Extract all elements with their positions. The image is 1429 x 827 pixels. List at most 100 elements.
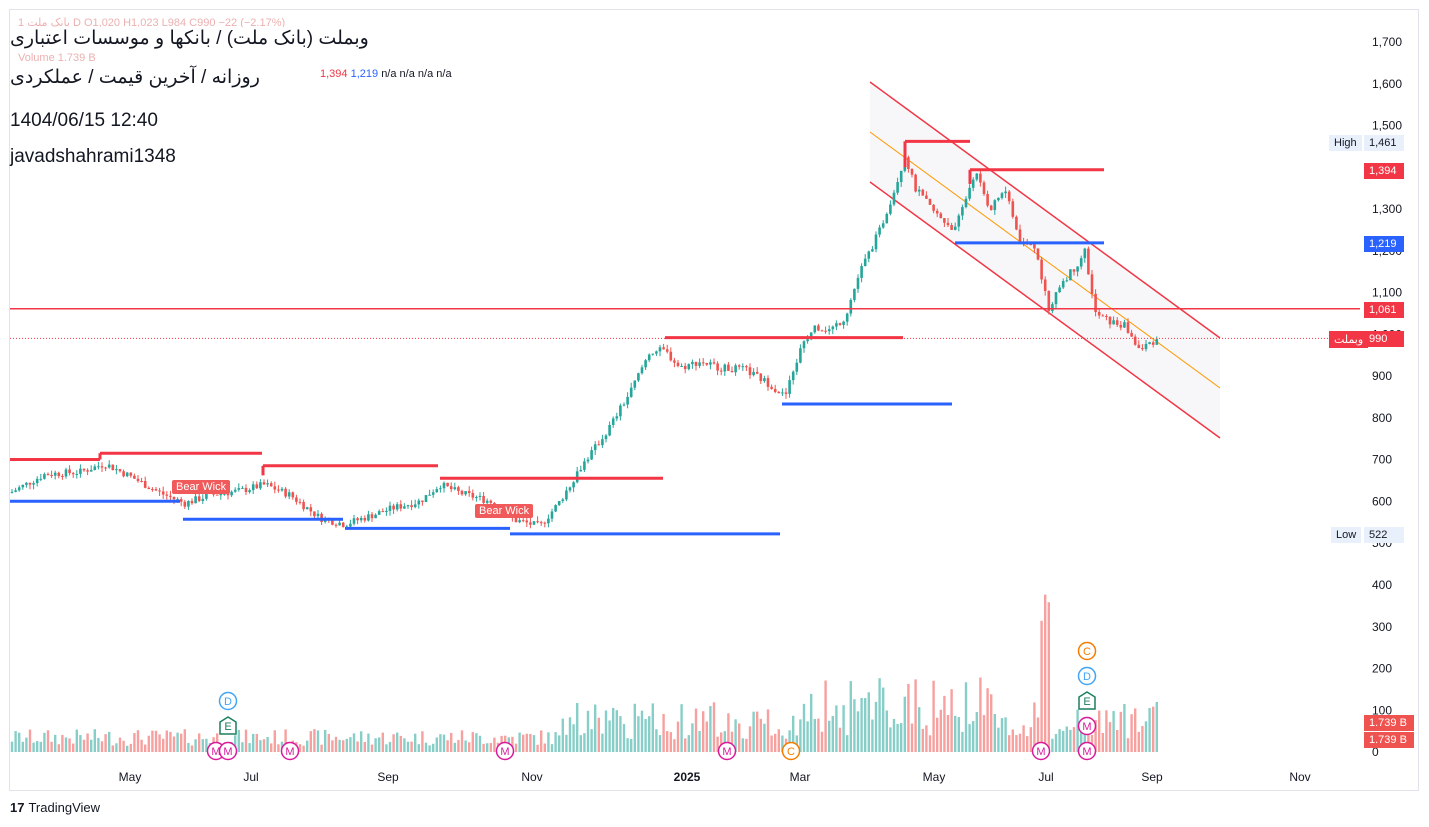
candle-body: [525, 520, 529, 523]
candle-body: [820, 330, 824, 332]
volume-bar: [601, 733, 604, 752]
volume-bar: [813, 718, 816, 752]
volume-bar: [554, 732, 557, 752]
candle-body: [115, 469, 118, 471]
volume-bar: [864, 698, 867, 752]
candle-body: [809, 332, 813, 340]
volume-bar: [115, 743, 118, 752]
volume-bar: [810, 693, 813, 752]
volume-bar: [727, 713, 730, 752]
candle-body: [604, 435, 608, 440]
volume-bar: [1065, 726, 1068, 752]
candle-body: [565, 490, 568, 500]
volume-bar: [586, 710, 590, 752]
candle-body: [356, 518, 359, 521]
candle-body: [885, 213, 889, 224]
volume-bar: [1015, 735, 1018, 752]
volume-bar: [925, 725, 928, 752]
volume-bar: [630, 738, 633, 752]
candle-body: [125, 472, 129, 477]
candle-body: [608, 424, 611, 436]
time-tick-label: Sep: [377, 770, 399, 784]
candle-body: [676, 362, 680, 367]
candle-body: [806, 339, 809, 342]
candle-body: [269, 483, 273, 487]
volume-bar: [626, 738, 629, 752]
candle-body: [737, 365, 741, 367]
candle-body: [838, 323, 842, 325]
volume-bar: [860, 697, 863, 752]
last-symbol-label: وبملت: [1329, 331, 1369, 348]
volume-bar: [885, 710, 888, 752]
volume-bar: [234, 735, 237, 752]
volume-bar: [72, 743, 75, 752]
volume-bar: [165, 730, 168, 752]
price-tick-label: 1,100: [1372, 286, 1402, 300]
volume-bar: [399, 735, 402, 752]
candle-body: [1090, 274, 1094, 294]
volume-bar: [313, 729, 316, 752]
tradingview-branding[interactable]: 17 TradingView: [10, 800, 100, 815]
volume-bar: [306, 740, 309, 752]
indicator-value-2: 1,219: [350, 68, 379, 80]
volume-bar: [284, 729, 287, 752]
volume-bar: [1108, 722, 1112, 752]
candle-body: [928, 198, 932, 205]
volume-bar: [662, 713, 665, 752]
volume-bar: [1033, 702, 1036, 752]
candle-body: [719, 370, 723, 372]
candle-body: [1040, 259, 1043, 280]
volume-bar: [1008, 735, 1011, 752]
volume-bar: [993, 713, 996, 752]
candle-body: [586, 459, 590, 462]
volume-bar: [1101, 732, 1104, 752]
volume-bar: [1069, 729, 1072, 752]
candle-body: [554, 505, 557, 512]
volume-bar: [374, 738, 377, 752]
volume-bar: [1000, 718, 1004, 752]
candle-body: [557, 500, 561, 506]
candle-body: [673, 360, 676, 363]
volume-bar: [558, 735, 561, 752]
candle-body: [273, 486, 277, 490]
candle-body: [280, 488, 284, 491]
candle-body: [439, 488, 442, 490]
candle-body: [518, 520, 521, 523]
volume-bar: [723, 731, 726, 752]
volume-bar: [39, 741, 42, 752]
support-price-label: 1,219: [1364, 236, 1404, 252]
candle-body: [32, 483, 35, 485]
volume-bar: [518, 732, 521, 752]
candle-body: [424, 495, 428, 502]
candle-body: [723, 364, 727, 372]
candle-body: [1148, 342, 1151, 344]
candle-body: [1079, 258, 1083, 267]
candle-body: [230, 491, 233, 496]
volume-bar: [154, 730, 158, 752]
volume-bar: [831, 716, 834, 752]
candle-body: [471, 492, 475, 498]
volume-bar: [61, 734, 64, 752]
volume-bar: [777, 729, 780, 752]
candle-body: [1061, 280, 1065, 288]
candle-body: [244, 487, 248, 493]
indicator-value-1: 1,394: [320, 68, 348, 80]
volume-bar: [565, 734, 568, 752]
volume-bar: [1126, 738, 1130, 752]
volume-bar: [640, 710, 644, 752]
volume-bar: [943, 695, 946, 752]
candle-body: [82, 468, 86, 471]
volume-bar: [673, 739, 676, 752]
candle-body: [802, 341, 806, 349]
candle-body: [71, 473, 75, 475]
volume-bar: [972, 721, 975, 752]
chart-frame: [9, 9, 1419, 791]
volume-bar: [36, 741, 39, 752]
volume-bar: [133, 733, 136, 752]
dividend-marker-icon: [218, 691, 238, 711]
volume-bar: [378, 737, 381, 752]
candle-body: [68, 469, 71, 474]
volume-bar: [183, 729, 186, 752]
candle-body: [997, 197, 1000, 201]
